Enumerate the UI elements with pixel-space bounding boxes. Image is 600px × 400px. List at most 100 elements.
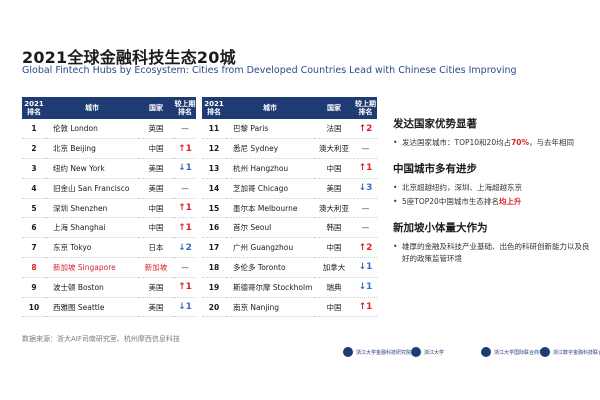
logo-text: 浙江大学国际联合商学院 [494,349,550,356]
rank-cell: 12 [202,138,226,160]
change-cell: ↓1 [354,257,377,278]
change-cell: ↑2 [354,237,377,259]
insights-panel: 发达国家优势显著发达国家城市：TOP10和20均占70%，与去年相同中国城市多有… [393,116,593,277]
table-row: 3 纽约 New York 美国 ↓1 13 杭州 Hangzhou 中国 ↑1 [22,158,377,179]
rank-down-icon: ↓1 [358,262,373,273]
header-rank: 2021 排名 [22,97,46,119]
change-cell: ↑1 [174,217,196,239]
change-cell: ↑1 [174,138,196,160]
country-cell: 澳大利亚 [314,138,354,160]
country-cell: 中国 [314,297,354,318]
change-cell: — [174,178,196,199]
change-cell: ↓1 [354,277,377,298]
change-cell: ↓1 [174,297,196,318]
city-cell: 悉尼 Sydney [226,138,314,160]
change-cell: ↓2 [174,237,196,259]
table-row: 5 深圳 Shenzhen 中国 ↑1 15 墨尔本 Melbourne 澳大利亚 — [22,198,377,219]
rank-cell: 6 [22,217,46,239]
table-row: 7 东京 Tokyo 日本 ↓2 17 广州 Guangzhou 中国 ↑2 [22,237,377,259]
city-cell: 北京 Beijing [46,138,138,160]
rank-cell: 17 [202,237,226,259]
country-cell: 瑞典 [314,277,354,298]
change-cell: — [174,257,196,278]
rank-up-icon: ↑1 [178,222,192,233]
country-cell: 美国 [138,178,174,199]
city-cell: 首尔 Seoul [226,217,314,239]
rank-same-icon: — [181,183,189,193]
change-cell: ↑1 [174,277,196,298]
city-cell: 广州 Guangzhou [226,237,314,259]
bullet-text: 北京超越纽约，深圳、上海超越东京 [402,183,522,192]
rank-down-icon: ↓2 [178,242,192,253]
country-cell: 中国 [138,217,174,239]
country-cell: 澳大利亚 [314,198,354,219]
header-change-label: 较上期 排名 [174,100,196,116]
city-cell: 伦敦 London [46,119,138,140]
change-cell: ↑2 [354,119,377,140]
rank-same-icon: — [361,144,370,154]
insight-heading: 发达国家优势显著 [393,118,477,130]
insight-bullet: 雄厚的金融及科技产业基础、出色的科研创新能力以及良好的政策监管环境 [393,241,593,265]
city-cell: 新加坡 Singapore [46,257,138,278]
city-cell: 深圳 Shenzhen [46,198,138,219]
city-cell: 杭州 Hangzhou [226,158,314,179]
country-cell: 中国 [314,158,354,179]
logo-emblem-icon [343,347,353,357]
country-cell: 韩国 [314,217,354,239]
country-cell: 英国 [138,119,174,140]
institution-logo: 浙江大学国际联合商学院 [481,346,549,358]
city-cell: 旧金山 San Francisco [46,178,138,199]
city-cell: 西雅图 Seattle [46,297,138,318]
table-row: 10 西雅图 Seattle 美国 ↓1 20 南京 Nanjing 中国 ↑1 [22,297,377,318]
header-city: 城市 [46,97,138,119]
change-cell: ↓1 [174,158,196,179]
insight-section: 新加坡小体量大作为雄厚的金融及科技产业基础、出色的科研创新能力以及良好的政策监管… [393,220,593,265]
city-cell: 多伦多 Toronto [226,257,314,278]
rank-cell: 16 [202,217,226,239]
header-rank-2: 2021 排名 [202,97,226,119]
insight-bullet: 5座TOP20中国城市生态排名均上升 [393,196,593,208]
header-country: 国家 [138,97,174,119]
rank-cell: 10 [22,297,46,318]
logo-strip: 浙江大学金融科技研究院 浙江大学 浙江大学国际联合商学院浙江数字金融科技联合会 [0,346,600,360]
country-cell: 中国 [138,198,174,219]
rank-down-icon: ↓1 [358,282,373,293]
city-cell: 芝加哥 Chicago [226,178,314,199]
city-cell: 斯德哥尔摩 Stockholm [226,277,314,298]
source-note: 数据来源：浙大AIF司南研究室、杭州摩西信息科技 [22,335,180,343]
rank-down-icon: ↓1 [178,302,192,313]
rank-same-icon: — [181,124,189,134]
rank-same-icon: — [361,223,370,233]
country-cell: 新加坡 [138,257,174,278]
institution-logo: 浙江数字金融科技联合会 [540,346,600,358]
logo-text: 浙江大学 [424,349,445,356]
header-rank-label-2: 2021 排名 [204,100,224,116]
city-cell: 南京 Nanjing [226,297,314,318]
change-cell: ↑1 [354,158,377,179]
rank-cell: 15 [202,198,226,219]
rank-cell: 2 [22,138,46,160]
city-cell: 东京 Tokyo [46,237,138,259]
rank-cell: 7 [22,237,46,259]
header-country-2: 国家 [314,97,354,119]
page-title: 2021全球金融科技生态20城 [22,48,236,67]
rank-cell: 1 [22,119,46,140]
change-cell: ↑1 [354,297,377,318]
logo-emblem-icon [540,347,550,357]
institution-logo: 浙江大学金融科技研究院 [343,346,411,358]
change-cell: — [174,119,196,140]
country-cell: 加拿大 [314,257,354,278]
institution-logo: 浙江大学 [411,346,444,358]
bullet-text: ，与去年相同 [529,138,575,147]
logo-emblem-icon [481,347,491,357]
country-cell: 美国 [138,158,174,179]
insight-section: 发达国家优势显著发达国家城市：TOP10和20均占70%，与去年相同 [393,116,593,149]
rank-cell: 8 [22,257,46,278]
emphasis-text: 均上升 [498,197,522,206]
insight-bullet: 北京超越纽约，深圳、上海超越东京 [393,182,593,194]
change-cell: — [354,217,377,239]
ranking-table-body: 1 伦敦 London 英国 —11 巴黎 Paris 法国 ↑2 2 北京 Beijing 中国… [22,119,377,318]
city-cell: 波士顿 Boston [46,277,138,298]
header-change-2: 较上期 排名 [354,97,377,119]
rank-cell: 9 [22,277,46,298]
